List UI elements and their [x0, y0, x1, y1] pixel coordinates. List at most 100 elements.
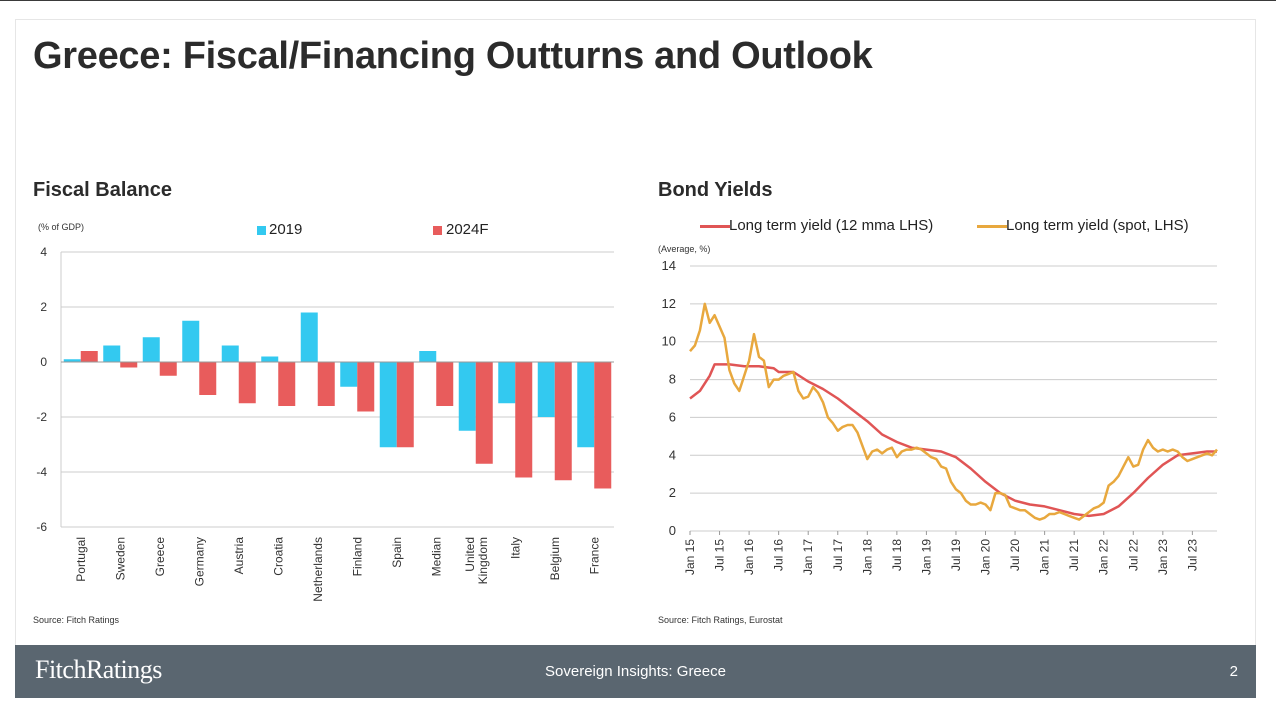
- bond-xtick-jul-19: Jul 19: [949, 539, 963, 571]
- page-title: Greece: Fiscal/Financing Outturns and Ou…: [33, 35, 873, 77]
- fiscal-ytick-6: -6: [36, 520, 47, 534]
- fiscal-xtick-line: Kingdom: [476, 537, 490, 584]
- bar-2024f-portugal: [80, 351, 98, 362]
- bond-xtick-jan-22: Jan 22: [1097, 539, 1111, 575]
- bond-unit-label: (Average, %): [658, 244, 711, 254]
- bar-2024f-germany: [199, 362, 217, 395]
- fiscal-ytick-0: 0: [40, 355, 47, 369]
- bar-2019-finland: [340, 362, 358, 387]
- bond-xtick-jan-21: Jan 21: [1038, 539, 1052, 575]
- bond-ytick-4: 4: [669, 447, 676, 462]
- bar-2024f-italy: [515, 362, 533, 478]
- bond-xtick-jan-18: Jan 18: [860, 539, 874, 575]
- bond-xtick-jul-21: Jul 21: [1067, 539, 1081, 571]
- bond-ytick-14: 14: [662, 258, 676, 273]
- bar-2024f-sweden: [120, 362, 138, 368]
- bar-2024f-belgium: [554, 362, 572, 481]
- bar-2024f-austria: [238, 362, 256, 404]
- fiscal-unit-label: (% of GDP): [38, 222, 85, 232]
- fiscal-ytick-2: 2: [40, 300, 47, 314]
- bond-ytick-12: 12: [662, 296, 676, 311]
- fiscal-xtick-finland: Finland: [350, 537, 364, 576]
- fiscal-ytick-4: -4: [36, 465, 47, 479]
- fiscal-xtick-belgium: Belgium: [548, 537, 562, 580]
- legend-label-2024f: 2024F: [446, 221, 489, 238]
- fiscal-xtick-line: Spain: [390, 537, 404, 568]
- fiscal-xtick-line: Belgium: [548, 537, 562, 580]
- fiscal-xtick-portugal: Portugal: [74, 537, 88, 582]
- bond-xtick-jul-17: Jul 17: [831, 539, 845, 571]
- fitch-logo: FitchRatings: [35, 655, 162, 684]
- bar-2019-croatia: [261, 356, 279, 362]
- fiscal-xtick-germany: Germany: [192, 537, 206, 586]
- bar-2024f-netherlands: [317, 362, 335, 406]
- fiscal-xtick-croatia: Croatia: [271, 537, 285, 576]
- top-border: [0, 0, 1276, 1]
- bar-2019-italy: [498, 362, 516, 404]
- bond-xtick-jul-16: Jul 16: [772, 539, 786, 571]
- fiscal-xtick-france: France: [587, 537, 601, 575]
- bond-panel-title: Bond Yields: [658, 179, 773, 201]
- bond-ytick-6: 6: [669, 409, 676, 424]
- fiscal-xtick-italy: Italy: [508, 537, 522, 559]
- bar-2019-sweden: [103, 345, 121, 362]
- fiscal-xtick-united-kingdom: UnitedKingdom: [463, 537, 490, 584]
- bond-ytick-8: 8: [669, 372, 676, 387]
- fiscal-xtick-line: Greece: [153, 537, 167, 577]
- fiscal-xtick-median: Median: [429, 537, 443, 576]
- bar-2019-median: [419, 351, 437, 362]
- bar-2019-portugal: [63, 359, 81, 362]
- bar-2019-spain: [379, 362, 397, 448]
- bond-xtick-jul-23: Jul 23: [1185, 539, 1199, 571]
- legend-swatch-spot: [977, 225, 1007, 228]
- bar-2019-belgium: [537, 362, 555, 417]
- fiscal-xtick-greece: Greece: [153, 537, 167, 577]
- fiscal-balance-chart: 4 2 0 -2 -4 -6 Portugal Sweden Greece Germany Aust…: [36, 245, 614, 602]
- bond-ytick-2: 2: [669, 485, 676, 500]
- legend-swatch-2019: [257, 226, 266, 235]
- page-number: 2: [1229, 663, 1238, 680]
- bond-xtick-jul-20: Jul 20: [1008, 539, 1022, 571]
- bar-2019-united-kingdom: [458, 362, 476, 431]
- legend-swatch-2024f: [433, 226, 442, 235]
- fiscal-xtick-line: Netherlands: [311, 537, 325, 602]
- legend-swatch-12mma: [700, 225, 730, 228]
- bond-ytick-0: 0: [669, 523, 676, 538]
- bar-2019-netherlands: [300, 312, 318, 362]
- bond-xtick-jan-20: Jan 20: [979, 539, 993, 575]
- bond-xtick-jan-17: Jan 17: [801, 539, 815, 575]
- fiscal-xtick-sweden: Sweden: [113, 537, 127, 580]
- bond-yields-chart: 0 2 4 6 8 10 12 14 Jan 15 Jul 15 Jan 16 Jul 16 Jan 1…: [662, 258, 1218, 575]
- bar-2024f-finland: [357, 362, 375, 412]
- fiscal-xtick-line: Median: [429, 537, 443, 576]
- fiscal-xtick-line: Portugal: [74, 537, 88, 582]
- bar-2024f-greece: [159, 362, 177, 376]
- bar-2019-austria: [221, 345, 239, 362]
- fiscal-ytick-4: 4: [40, 245, 47, 259]
- bond-xtick-jul-15: Jul 15: [713, 539, 727, 571]
- fiscal-panel-title: Fiscal Balance: [33, 179, 172, 201]
- bond-xtick-jan-15: Jan 15: [683, 539, 697, 575]
- fiscal-xtick-line: Finland: [350, 537, 364, 576]
- fiscal-xtick-netherlands: Netherlands: [311, 537, 325, 602]
- bond-ytick-10: 10: [662, 334, 676, 349]
- bond-source: Source: Fitch Ratings, Eurostat: [658, 615, 783, 625]
- footer-title: Sovereign Insights: Greece: [545, 663, 726, 680]
- fiscal-xtick-line: Croatia: [271, 537, 285, 576]
- bar-2024f-median: [436, 362, 454, 406]
- bond-xtick-jul-22: Jul 22: [1126, 539, 1140, 571]
- fiscal-xtick-line: United: [463, 537, 477, 572]
- bar-2024f-spain: [396, 362, 414, 448]
- bar-2019-germany: [182, 320, 200, 362]
- fiscal-xtick-austria: Austria: [232, 537, 246, 575]
- bond-xtick-jul-18: Jul 18: [890, 539, 904, 571]
- bar-2019-france: [577, 362, 595, 448]
- fiscal-source: Source: Fitch Ratings: [33, 615, 120, 625]
- legend-label-12mma: Long term yield (12 mma LHS): [729, 217, 934, 234]
- legend-label-2019: 2019: [269, 221, 303, 238]
- bond-xtick-jan-19: Jan 19: [919, 539, 933, 575]
- bond-xtick-jan-23: Jan 23: [1156, 539, 1170, 575]
- bar-2024f-united-kingdom: [475, 362, 493, 464]
- series-line-long-term-yield-spot-lhs: [689, 302, 1218, 521]
- footer-bar: FitchRatings Sovereign Insights: Greece …: [15, 645, 1256, 698]
